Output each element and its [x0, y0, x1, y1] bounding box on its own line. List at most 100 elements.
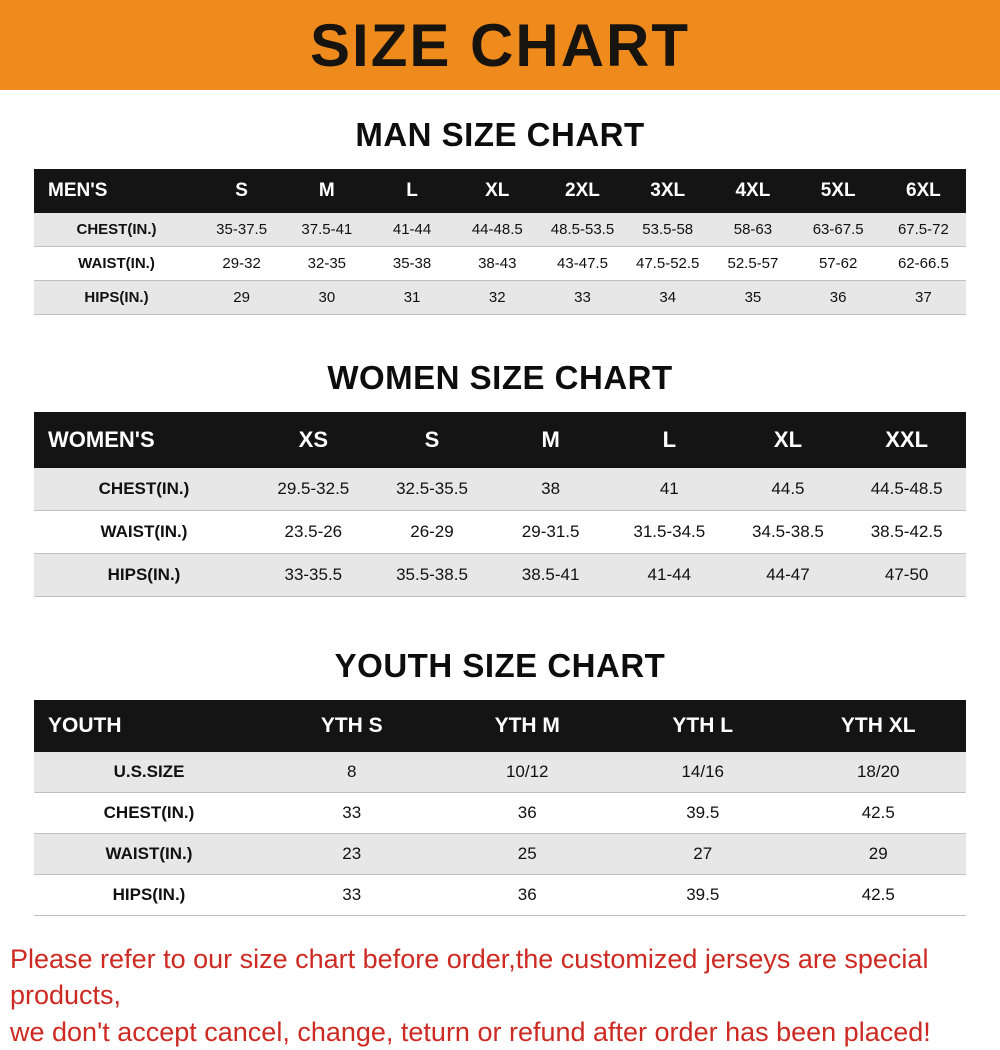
measurement-row: U.S.SIZE 8 10/12 14/16 18/20 [34, 752, 966, 793]
measurement-value: 38-43 [454, 246, 540, 281]
measurement-value: 34.5-38.5 [728, 510, 848, 554]
measurement-value: 8 [264, 752, 440, 793]
measurement-row: CHEST(IN.) 29.5-32.5 32.5-35.5 38 41 44.5 44.5… [34, 468, 966, 511]
measurement-value: 18/20 [790, 752, 966, 793]
measurement-value: 23 [264, 833, 440, 875]
page-title: SIZE CHART [310, 11, 690, 79]
size-column-header: 3XL [625, 169, 711, 213]
size-column-header: YTH L [615, 700, 791, 752]
size-column-header: XL [454, 169, 540, 213]
measurement-value: 67.5-72 [880, 213, 966, 247]
measurement-value: 38.5-41 [491, 553, 610, 597]
measurement-value: 48.5-53.5 [539, 213, 626, 247]
table-header-label: WOMEN'S [34, 412, 254, 468]
measurement-value: 41-44 [609, 553, 729, 597]
men-size-table: MEN'S S M L XL 2XL 3XL 4XL 5XL 6XL CHEST(IN.) 35-37… [34, 169, 966, 315]
size-column-header: S [372, 412, 492, 468]
measurement-value: 14/16 [615, 752, 791, 793]
measurement-value: 43-47.5 [539, 246, 626, 281]
size-column-header: XS [254, 412, 373, 468]
measurement-row: HIPS(IN.) 29 30 31 32 33 34 35 36 37 [34, 280, 966, 315]
size-column-header: L [369, 169, 455, 213]
size-column-header: S [199, 169, 285, 213]
measurement-value: 29-32 [199, 246, 285, 281]
size-column-header: YTH M [439, 700, 615, 752]
measurement-value: 39.5 [615, 792, 791, 834]
measurement-value: 10/12 [439, 752, 615, 793]
youth-section-title: YOUTH SIZE CHART [334, 647, 666, 684]
measurement-value: 44.5 [728, 468, 848, 511]
measurement-value: 35.5-38.5 [372, 553, 492, 597]
size-column-header: M [284, 169, 370, 213]
man-size-chart-section: MAN SIZE CHART MEN'S S M L XL 2XL 3XL 4XL 5XL 6XL… [0, 116, 1000, 315]
size-column-header: L [609, 412, 729, 468]
measurement-value: 31.5-34.5 [609, 510, 729, 554]
measurement-value: 42.5 [790, 874, 966, 916]
measurement-value: 38.5-42.5 [847, 510, 966, 554]
size-column-header: 6XL [880, 169, 966, 213]
measurement-value: 29.5-32.5 [254, 468, 373, 511]
measurement-value: 35-38 [369, 246, 455, 281]
measurement-value: 33 [264, 792, 440, 834]
measurement-value: 47-50 [847, 553, 966, 597]
measurement-value: 63-67.5 [795, 213, 881, 247]
measurement-value: 33-35.5 [254, 553, 373, 597]
measurement-value: 44-47 [728, 553, 848, 597]
measurement-value: 35-37.5 [199, 213, 285, 247]
measurement-label: U.S.SIZE [34, 752, 264, 793]
measurement-label: HIPS(IN.) [34, 553, 254, 597]
measurement-value: 37 [880, 280, 966, 315]
measurement-value: 36 [439, 874, 615, 916]
youth-size-table: YOUTH YTH S YTH M YTH L YTH XL U.S.SIZE 8 10/12… [34, 700, 966, 916]
measurement-label: HIPS(IN.) [34, 280, 199, 315]
measurement-row: HIPS(IN.) 33-35.5 35.5-38.5 38.5-41 41-44 44-… [34, 553, 966, 597]
size-column-header: YTH S [264, 700, 440, 752]
size-column-header: 5XL [795, 169, 881, 213]
disclaimer-line-1: Please refer to our size chart before or… [10, 944, 929, 1011]
measurement-value: 32-35 [284, 246, 370, 281]
size-column-header: 4XL [710, 169, 796, 213]
measurement-value: 39.5 [615, 874, 791, 916]
measurement-label: WAIST(IN.) [34, 246, 199, 281]
measurement-label: CHEST(IN.) [34, 468, 254, 511]
table-header-label: MEN'S [34, 169, 199, 213]
table-header-row: WOMEN'S XS S M L XL XXL [34, 412, 966, 468]
measurement-value: 44.5-48.5 [847, 468, 966, 511]
measurement-value: 26-29 [372, 510, 492, 554]
size-chart-banner: SIZE CHART [0, 0, 1000, 90]
measurement-label: CHEST(IN.) [34, 213, 199, 247]
measurement-value: 25 [439, 833, 615, 875]
measurement-label: WAIST(IN.) [34, 833, 264, 875]
size-column-header: M [491, 412, 610, 468]
measurement-value: 27 [615, 833, 791, 875]
measurement-row: WAIST(IN.) 23 25 27 29 [34, 833, 966, 875]
women-size-table: WOMEN'S XS S M L XL XXL CHEST(IN.) 29.5-32.5 32.5… [34, 412, 966, 597]
measurement-value: 41 [609, 468, 729, 511]
measurement-row: WAIST(IN.) 29-32 32-35 35-38 38-43 43-47.5 47.… [34, 246, 966, 281]
measurement-value: 57-62 [795, 246, 881, 281]
measurement-value: 32 [454, 280, 540, 315]
measurement-row: WAIST(IN.) 23.5-26 26-29 29-31.5 31.5-34.5 34… [34, 510, 966, 554]
table-header-label: YOUTH [34, 700, 264, 752]
measurement-value: 38 [491, 468, 610, 511]
measurement-value: 53.5-58 [625, 213, 711, 247]
measurement-value: 23.5-26 [254, 510, 373, 554]
table-header-row: MEN'S S M L XL 2XL 3XL 4XL 5XL 6XL [34, 169, 966, 213]
disclaimer-line-2: we don't accept cancel, change, teturn o… [10, 1016, 931, 1047]
measurement-value: 29-31.5 [491, 510, 610, 554]
measurement-value: 58-63 [710, 213, 796, 247]
measurement-value: 47.5-52.5 [625, 246, 711, 281]
measurement-value: 32.5-35.5 [372, 468, 492, 511]
measurement-value: 62-66.5 [880, 246, 966, 281]
measurement-value: 41-44 [369, 213, 455, 247]
measurement-value: 33 [539, 280, 626, 315]
size-column-header: XL [728, 412, 848, 468]
table-header-row: YOUTH YTH S YTH M YTH L YTH XL [34, 700, 966, 752]
measurement-row: CHEST(IN.) 33 36 39.5 42.5 [34, 792, 966, 834]
man-section-title: MAN SIZE CHART [355, 116, 645, 153]
size-column-header: XXL [847, 412, 966, 468]
women-size-chart-section: WOMEN SIZE CHART WOMEN'S XS S M L XL XXL CHEST(… [0, 359, 1000, 597]
measurement-value: 33 [264, 874, 440, 916]
size-column-header: YTH XL [790, 700, 966, 752]
